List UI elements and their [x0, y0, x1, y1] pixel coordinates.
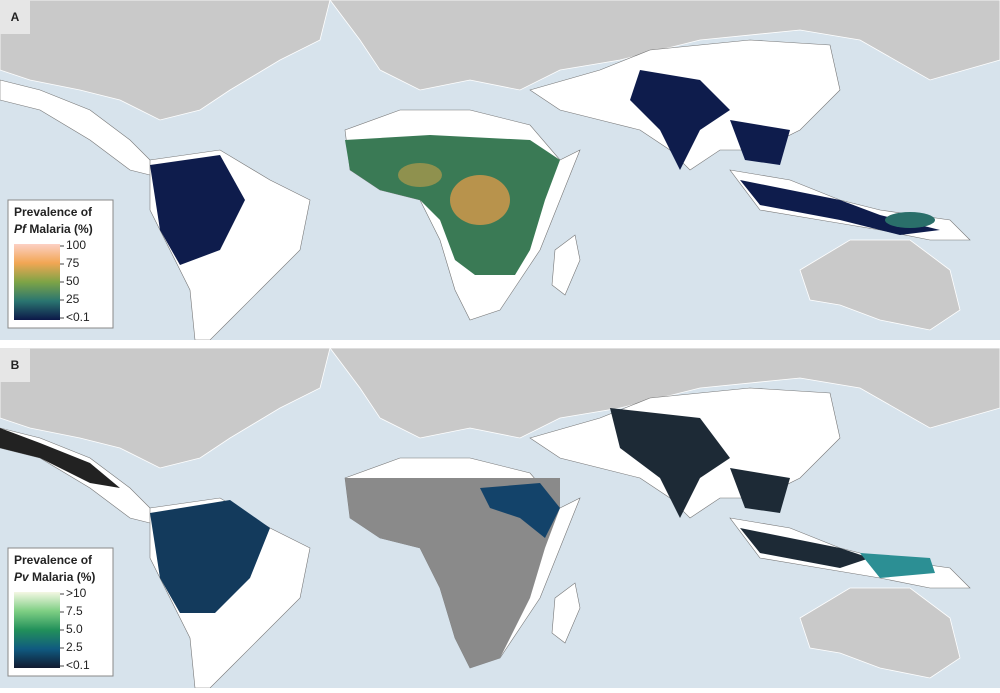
legend-title-rest: Malaria (%)	[29, 222, 92, 236]
legend-title: Prevalence of	[14, 553, 93, 567]
legend-tick-label: >10	[66, 586, 87, 600]
legend-title-italic: Pv	[14, 570, 30, 584]
legend-tick-label: 2.5	[66, 640, 83, 654]
no-data-africa	[345, 478, 560, 668]
color-bar	[14, 244, 60, 320]
legend-tick-label: 25	[66, 292, 80, 306]
pv-prevalence-png	[860, 553, 935, 578]
panel-b: B Prevalence of Pv Malaria (%) >10 7.5 5.0…	[0, 347, 1000, 689]
legend-tick-label: <0.1	[66, 310, 90, 324]
legend-tick-label: <0.1	[66, 658, 90, 672]
panel-label: B	[11, 358, 20, 372]
legend: Prevalence of Pf Malaria (%) 100 75 50 25 <0…	[7, 199, 114, 329]
pv-prevalence-horn	[480, 483, 560, 538]
pv-prevalence-asia	[610, 408, 870, 568]
panel-label-box	[0, 0, 30, 34]
panel-label: A	[11, 10, 20, 24]
pv-prevalence-americas	[150, 500, 270, 613]
legend-tick-label: 75	[66, 256, 80, 270]
pf-hotspot	[398, 163, 442, 187]
legend-title-italic: Pf	[14, 222, 27, 236]
separator	[0, 340, 1000, 348]
pf-prevalence-americas	[150, 155, 245, 265]
legend: Prevalence of Pv Malaria (%) >10 7.5 5.0 2.…	[7, 547, 114, 677]
legend-tick-label: 100	[66, 238, 86, 252]
legend-title: Pf Malaria (%)	[14, 222, 93, 236]
legend-title: Prevalence of	[14, 205, 93, 219]
pf-prevalence-asia	[630, 70, 940, 235]
legend-title: Pv Malaria (%)	[14, 570, 95, 584]
legend-tick-label: 5.0	[66, 622, 83, 636]
panel-a: A Prevalence of Pf Malaria (%) 100 75 50 25…	[0, 0, 1000, 341]
panel-label-box	[0, 348, 30, 382]
color-bar	[14, 592, 60, 668]
legend-title-rest: Malaria (%)	[32, 570, 95, 584]
legend-tick-label: 50	[66, 274, 80, 288]
pf-prevalence-png	[885, 212, 935, 228]
pv-prevalence-central-america	[0, 428, 120, 488]
pf-hotspot	[450, 175, 510, 225]
legend-tick-label: 7.5	[66, 604, 83, 618]
